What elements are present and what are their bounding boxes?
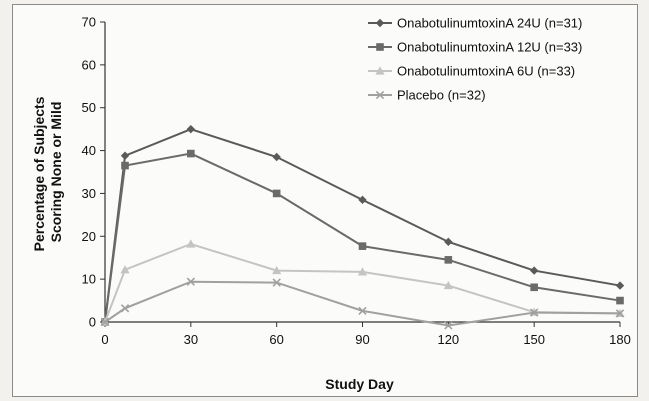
data-point xyxy=(444,256,453,264)
legend-marker xyxy=(375,90,385,100)
x-tick-label: 150 xyxy=(523,332,545,347)
data-point xyxy=(529,266,539,275)
chart-frame xyxy=(12,4,638,397)
data-point xyxy=(120,265,130,274)
series-2 xyxy=(101,149,624,326)
data-point xyxy=(358,242,367,250)
y-tick-label: 70 xyxy=(82,15,96,30)
series-group xyxy=(100,124,625,330)
data-point xyxy=(121,161,129,170)
data-point xyxy=(358,195,367,205)
data-point xyxy=(615,309,625,318)
series-4 xyxy=(100,277,625,330)
y-axis-title: Percentage of Subjects Scoring None or M… xyxy=(31,93,64,252)
y-axis-title-line-1: Percentage of Subjects xyxy=(31,96,47,251)
y-tick-label: 20 xyxy=(82,229,96,244)
legend-label: OnabotulinumtoxinA 12U (n=33) xyxy=(397,40,582,55)
legend-marker xyxy=(376,43,384,51)
data-point xyxy=(444,321,453,330)
x-tick-label: 90 xyxy=(355,332,369,347)
legend-item: OnabotulinumtoxinA 24U (n=31) xyxy=(368,16,582,31)
data-point xyxy=(272,278,281,287)
x-tick-label: 30 xyxy=(184,332,198,347)
y-tick-label: 60 xyxy=(82,57,96,72)
y-tick-label: 40 xyxy=(82,143,96,158)
legend-marker xyxy=(375,66,385,75)
data-point xyxy=(120,304,130,313)
legend-marker xyxy=(375,18,385,28)
data-point xyxy=(530,283,538,292)
data-point xyxy=(186,277,195,286)
data-point xyxy=(187,149,195,158)
y-tick-label: 0 xyxy=(89,315,96,330)
y-tick-label: 10 xyxy=(82,272,96,287)
x-ticks: 0 30 60 90 120 150 180 xyxy=(101,322,631,347)
y-axis-title-line-2: Scoring None or Mild xyxy=(48,102,64,243)
x-tick-label: 60 xyxy=(269,332,283,347)
legend-item: Placebo (n=32) xyxy=(368,88,486,103)
data-point xyxy=(100,317,110,327)
data-point xyxy=(272,189,281,198)
data-point xyxy=(186,239,196,248)
series-line xyxy=(104,152,621,323)
legend-item: OnabotulinumtoxinA 12U (n=33) xyxy=(368,40,582,55)
data-point xyxy=(616,296,624,305)
series-line xyxy=(104,128,621,323)
x-tick-label: 180 xyxy=(609,332,631,347)
y-tick-label: 50 xyxy=(82,100,96,115)
series-line xyxy=(104,242,621,323)
legend-label: Placebo (n=32) xyxy=(397,88,486,103)
data-point xyxy=(120,151,130,160)
series-line xyxy=(104,280,621,327)
data-point xyxy=(530,308,539,317)
legend-item: OnabotulinumtoxinA 6U (n=33) xyxy=(368,64,575,79)
y-tick-label: 30 xyxy=(82,186,96,201)
y-ticks: 0 10 20 30 40 50 60 70 xyxy=(82,15,105,330)
data-point xyxy=(186,124,196,134)
data-point xyxy=(444,237,453,247)
legend-label: OnabotulinumtoxinA 24U (n=31) xyxy=(397,16,582,31)
data-point xyxy=(272,152,281,162)
legend-label: OnabotulinumtoxinA 6U (n=33) xyxy=(397,64,575,79)
x-tick-label: 0 xyxy=(101,332,108,347)
data-point xyxy=(358,306,367,316)
data-point xyxy=(615,281,625,290)
legend: OnabotulinumtoxinA 24U (n=31) Onabotulinu… xyxy=(368,16,582,103)
data-point xyxy=(272,265,282,275)
data-point xyxy=(443,280,453,290)
x-axis-title: Study Day xyxy=(325,376,394,392)
x-tick-label: 120 xyxy=(437,332,459,347)
data-point xyxy=(357,267,368,276)
